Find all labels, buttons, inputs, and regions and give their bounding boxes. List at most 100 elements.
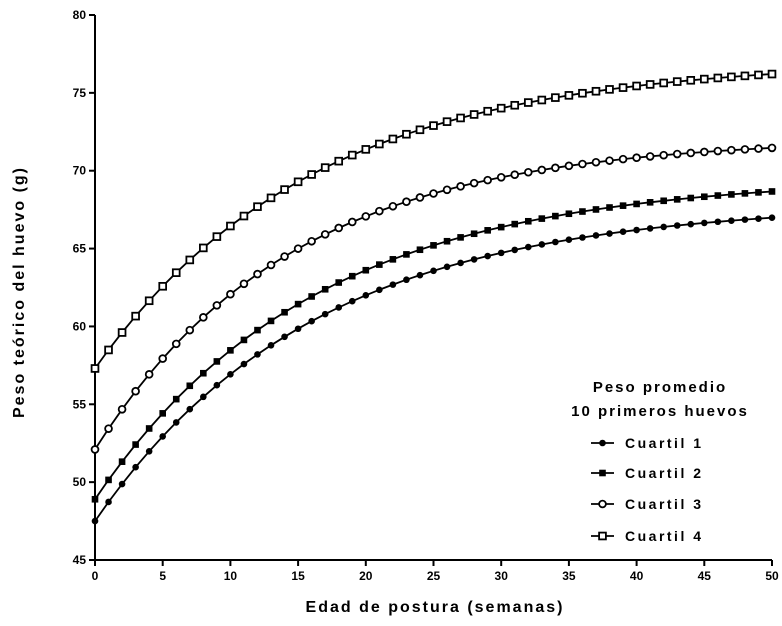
data-point (320, 230, 330, 239)
data-point (416, 271, 424, 279)
data-point (606, 230, 613, 237)
data-point (633, 200, 640, 208)
data-point (227, 370, 234, 378)
legend-item-3: Cuartil 3 (591, 496, 704, 512)
data-point (144, 296, 154, 306)
data-point (388, 134, 398, 144)
data-point (727, 72, 736, 82)
data-point (335, 304, 343, 311)
x-tick-label: 20 (359, 569, 373, 583)
y-axis-ticks: 45 50 55 60 65 70 75 80 (73, 8, 95, 567)
data-point (754, 144, 763, 153)
data-point (497, 223, 505, 231)
data-point (470, 256, 478, 263)
data-point (415, 193, 425, 202)
data-point (701, 219, 708, 227)
data-point (714, 218, 722, 226)
data-point (307, 170, 316, 179)
data-point (226, 289, 235, 299)
data-point (335, 279, 343, 286)
legend-label: Cuartil 4 (625, 528, 704, 544)
data-point (280, 185, 289, 194)
data-point (523, 98, 533, 107)
data-point (645, 80, 655, 89)
data-point (105, 476, 112, 484)
data-point (578, 88, 587, 98)
data-point (118, 480, 126, 488)
y-tick-label: 60 (73, 319, 87, 333)
data-point (334, 156, 344, 166)
data-point (659, 78, 668, 88)
data-point (294, 325, 302, 333)
data-point (403, 251, 410, 258)
data-point (497, 249, 505, 257)
x-tick-label: 40 (630, 569, 644, 583)
data-point (740, 145, 750, 154)
x-tick-label: 45 (698, 569, 712, 583)
data-point (104, 424, 113, 433)
data-point (266, 193, 276, 203)
series-2 (91, 188, 776, 503)
data-point (347, 150, 357, 160)
data-point (212, 301, 222, 310)
data-point (186, 382, 194, 390)
legend-label: Cuartil 2 (625, 465, 704, 481)
x-tick-label: 0 (92, 569, 99, 583)
data-point (524, 243, 532, 251)
data-point (768, 188, 776, 195)
data-point (767, 69, 777, 79)
data-point (538, 241, 546, 248)
data-point (618, 83, 628, 92)
data-point (484, 252, 491, 260)
data-point (496, 173, 506, 182)
y-tick-label: 50 (73, 475, 87, 489)
data-point (159, 410, 166, 417)
data-point (293, 244, 303, 253)
data-point (741, 216, 749, 223)
data-point (200, 369, 207, 377)
legend-label: Cuartil 1 (625, 435, 704, 451)
data-point (105, 498, 112, 506)
data-point (511, 246, 519, 254)
data-point (632, 153, 641, 163)
legend-title-line2: 10 primeros huevos (571, 403, 749, 420)
data-point (308, 317, 315, 325)
series-3 (90, 143, 777, 454)
data-point (308, 293, 315, 300)
data-point (564, 161, 574, 171)
data-point (552, 238, 559, 246)
data-point (714, 192, 722, 199)
data-point (496, 103, 506, 113)
data-point (510, 170, 520, 179)
x-tick-label: 50 (765, 569, 779, 583)
legend-title-line1: Peso promedio (593, 379, 727, 396)
data-point (240, 336, 248, 344)
y-axis-title: Peso teórico del huevo (g) (11, 166, 28, 418)
data-point (90, 445, 100, 454)
x-tick-label: 35 (562, 569, 576, 583)
data-point (484, 227, 491, 234)
data-point (565, 210, 573, 218)
data-point (334, 223, 344, 233)
data-point (402, 197, 411, 207)
data-point (253, 269, 262, 279)
data-point (132, 463, 139, 471)
data-point (416, 246, 424, 254)
data-point (104, 345, 113, 355)
data-point (619, 202, 627, 209)
data-point (591, 157, 601, 167)
data-point (443, 263, 451, 271)
data-point (700, 74, 709, 84)
data-point (768, 214, 776, 222)
data-point (564, 91, 574, 100)
y-tick-label: 80 (73, 8, 87, 22)
data-point (253, 202, 262, 211)
data-point (403, 276, 410, 284)
legend-label: Cuartil 3 (625, 496, 704, 512)
data-point (199, 243, 208, 253)
data-point (660, 197, 667, 205)
data-point (699, 147, 709, 157)
data-point (579, 234, 586, 241)
data-point (524, 217, 532, 225)
data-point (402, 129, 411, 139)
